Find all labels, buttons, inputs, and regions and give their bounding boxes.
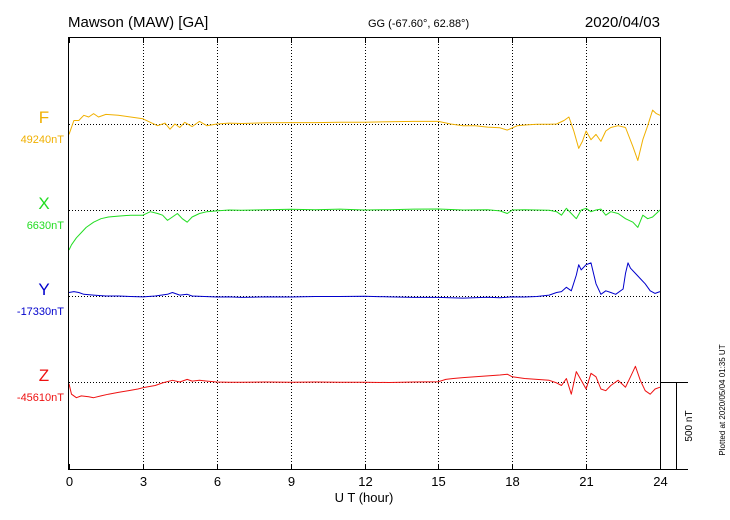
series-line-z <box>68 365 661 399</box>
series-name-y: Y <box>38 280 49 299</box>
series-name-x: X <box>38 194 49 213</box>
x-axis-label: U T (hour) <box>335 490 394 505</box>
series-baseline-z: -45610nT <box>17 392 64 404</box>
plot-frame <box>68 37 661 470</box>
series-name-f: F <box>39 108 49 127</box>
x-tick-label: 24 <box>653 474 667 489</box>
series-line-f <box>68 109 661 161</box>
x-tick-label: 18 <box>505 474 519 489</box>
x-tick-label: 15 <box>431 474 445 489</box>
x-tick-label: 21 <box>579 474 593 489</box>
plotted-timestamp: Plotted at 2020/05/04 01:35 UT <box>718 344 727 455</box>
series-line-x <box>68 207 661 251</box>
scale-bar: 500 nT <box>661 382 695 470</box>
x-tick-label: 9 <box>288 474 295 489</box>
scale-bar-label: 500 nT <box>684 410 695 441</box>
grid <box>69 38 660 469</box>
series-baseline-y: -17330nT <box>17 306 64 318</box>
coordinates-label: GG (-67.60°, 62.88°) <box>368 18 469 30</box>
series-name-z: Z <box>39 366 49 385</box>
x-tick-label: 0 <box>66 474 73 489</box>
x-tick-label: 3 <box>140 474 147 489</box>
x-axis: 0 3 6 9 12 15 18 21 24 <box>66 38 668 489</box>
series-lines <box>68 109 661 399</box>
station-title: Mawson (MAW) [GA] <box>68 14 208 31</box>
series-baseline-f: 49240nT <box>21 134 65 146</box>
series-baseline-x: 6630nT <box>27 220 65 232</box>
date-label: 2020/04/03 <box>585 14 660 31</box>
series-line-y <box>68 262 661 299</box>
x-tick-label: 12 <box>358 474 372 489</box>
x-tick-label: 6 <box>214 474 221 489</box>
series-labels: F 49240nT X 6630nT Y -17330nT Z -45610nT <box>17 108 64 404</box>
